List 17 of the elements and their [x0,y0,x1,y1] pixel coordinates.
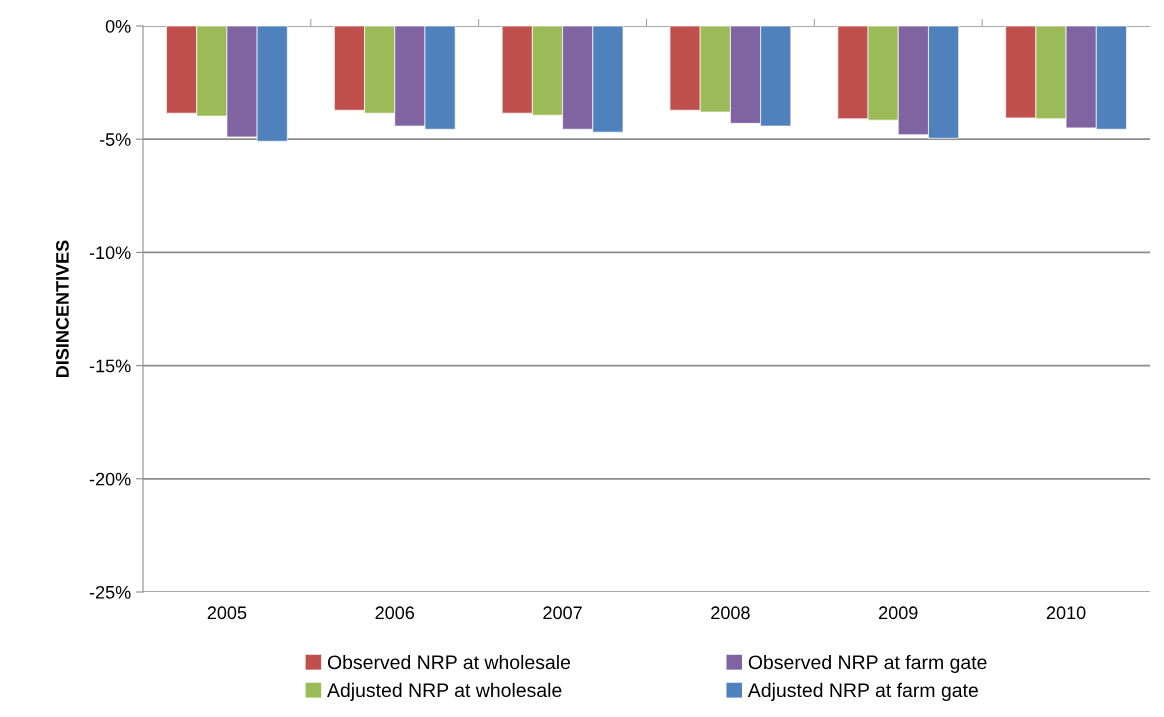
y-tick-label: -5% [99,133,131,146]
x-tick-label: 2010 [1046,606,1086,620]
y-tick-label: -20% [89,472,131,486]
x-tick-label: 2006 [375,606,415,620]
x-tick-label: 2009 [879,606,918,620]
legend-label: Observed NRP at farm gate [748,654,987,674]
y-tick-label: -15% [89,359,131,373]
legend-label: Adjusted NRP at wholesale [327,682,562,701]
y-tick-label: 0% [105,19,131,33]
x-tick-label: 2007 [543,606,582,620]
y-axis-title: DISINCENTIVES [56,240,69,378]
y-tick-label: -10% [89,246,131,260]
x-tick-label: 2005 [207,606,247,620]
legend-label: Observed NRP at wholesale [327,654,571,670]
x-tick-label: 2008 [711,606,750,620]
y-tick-label: -25% [89,585,131,599]
legend-label: Adjusted NRP at farm gate [747,682,978,701]
